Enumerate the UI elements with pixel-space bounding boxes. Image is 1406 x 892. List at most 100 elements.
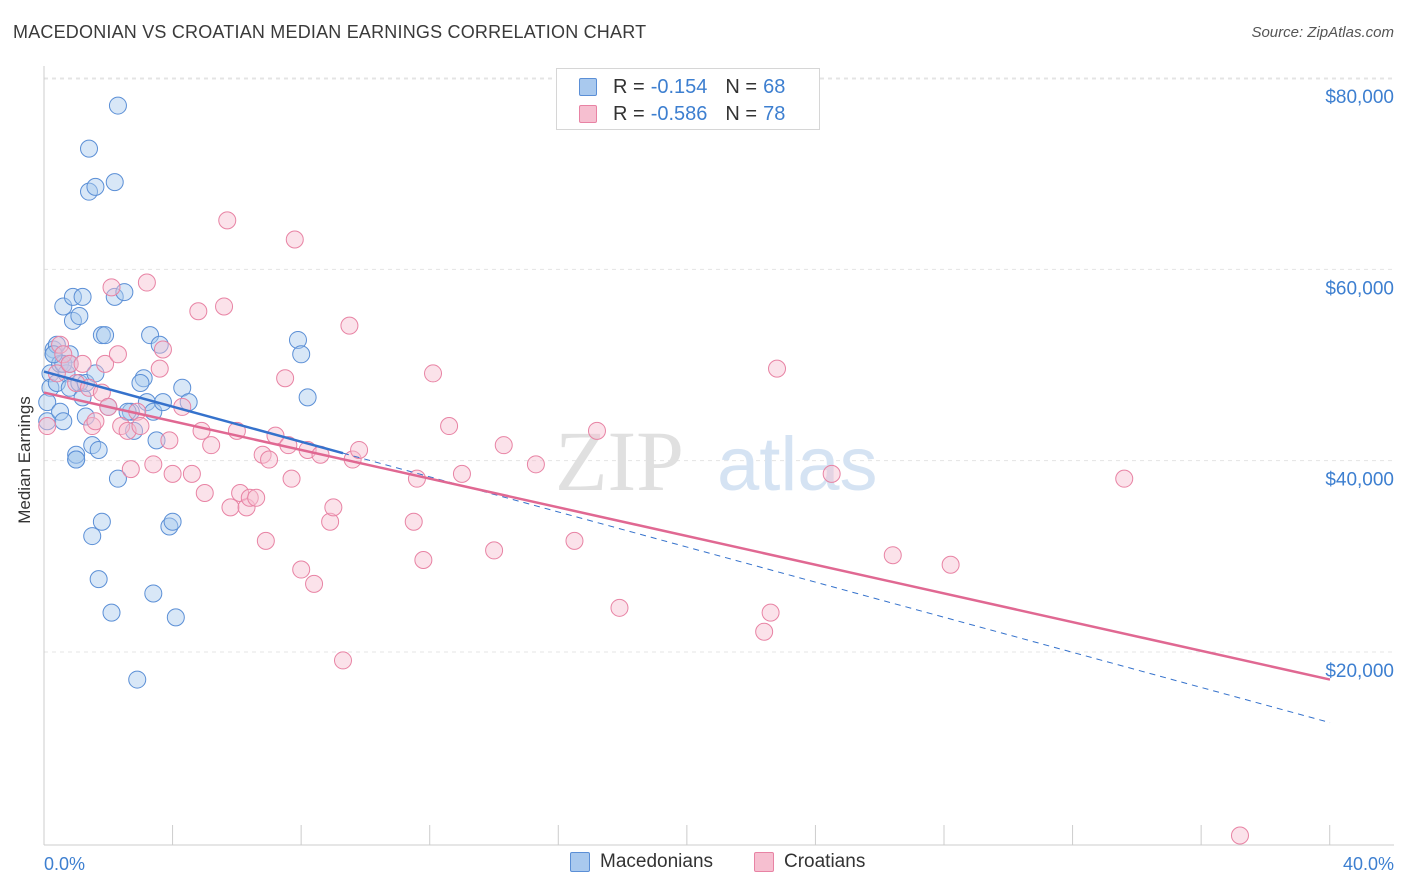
macedonian-point xyxy=(102,603,121,622)
croatian-point xyxy=(822,464,841,483)
x-tick-label: 0.0% xyxy=(44,854,85,874)
croatian-point xyxy=(321,512,340,531)
croatian-point xyxy=(883,546,902,565)
croatian-point xyxy=(941,555,960,574)
y-tick-label: $60,000 xyxy=(1325,278,1394,299)
macedonian-point xyxy=(67,445,86,464)
source-label: Source: ZipAtlas.com xyxy=(1251,24,1394,41)
croatian-point xyxy=(276,369,295,388)
macedonian-point xyxy=(60,345,79,364)
croatian-point xyxy=(610,598,629,617)
y-tick-label: $80,000 xyxy=(1325,87,1394,108)
croatian-point xyxy=(96,354,115,373)
macedonian-point xyxy=(96,326,115,345)
croatian-point xyxy=(247,488,266,507)
macedonian-point xyxy=(131,374,150,392)
macedonian-point xyxy=(89,570,108,589)
croatian-point xyxy=(282,469,301,488)
gridlines xyxy=(44,77,1394,653)
croatian-point xyxy=(150,359,169,378)
macedonian-point xyxy=(86,177,105,196)
croatian-point xyxy=(452,464,471,483)
macedonians-points xyxy=(38,96,317,689)
series-legend: Macedonians Croatians xyxy=(0,851,1406,877)
macedonian-point xyxy=(44,345,63,364)
croatian-point xyxy=(38,417,57,436)
croatian-point xyxy=(256,531,275,550)
macedonian-point xyxy=(128,670,147,689)
macedonian-point xyxy=(38,412,57,431)
y-tick-label: $40,000 xyxy=(1325,470,1394,491)
macedonian-point xyxy=(134,369,153,388)
croatian-point xyxy=(424,364,443,383)
tick-labels: $80,000 $60,000 $40,000 $20,000 0.0% 40.0% xyxy=(44,87,1394,874)
macedonian-point xyxy=(63,287,82,306)
legend-r-value: -0.154 xyxy=(650,75,708,98)
croatian-point xyxy=(494,436,513,455)
croatian-point xyxy=(761,603,780,622)
legend-swatch-macedonians xyxy=(570,852,590,872)
croatian-point xyxy=(195,484,214,503)
legend-n-value: 68 xyxy=(763,75,786,98)
macedonian-point xyxy=(147,431,166,450)
croatian-point xyxy=(587,421,606,440)
macedonian-point xyxy=(150,335,169,354)
macedonian-point xyxy=(54,412,73,431)
legend-row-croatians: R = -0.586 N = 78 xyxy=(579,101,803,127)
croatian-point xyxy=(565,531,584,550)
croatian-point xyxy=(1230,826,1249,845)
croatian-point xyxy=(137,273,156,292)
croatian-point xyxy=(54,345,73,364)
legend-item-macedonians[interactable]: Macedonians xyxy=(570,851,713,873)
croatian-point xyxy=(350,440,369,459)
croatian-point xyxy=(153,340,172,359)
legend-row-macedonians: R = -0.154 N = 68 xyxy=(579,74,803,100)
croatian-point xyxy=(121,460,140,479)
macedonian-point xyxy=(51,402,70,421)
macedonian-point xyxy=(67,450,86,469)
croatian-point xyxy=(182,464,201,483)
x-tick-label: 40.0% xyxy=(1343,854,1394,874)
croatian-point xyxy=(768,359,787,378)
macedonian-point xyxy=(298,388,317,407)
croatian-point xyxy=(73,354,92,373)
croatian-point xyxy=(83,417,102,436)
macedonian-point xyxy=(73,287,92,306)
croatians-trend-line xyxy=(43,391,1331,681)
macedonian-point xyxy=(105,287,124,306)
legend-label-croatians: Croatians xyxy=(784,851,866,872)
legend-n-value: 78 xyxy=(763,102,786,125)
legend-r-label: R = xyxy=(613,102,645,125)
croatian-point xyxy=(1115,469,1134,488)
macedonians-trend-line xyxy=(43,370,344,455)
macedonian-point xyxy=(54,297,73,316)
legend-r-label: R = xyxy=(613,75,645,98)
macedonian-point xyxy=(108,96,127,115)
croatian-point xyxy=(485,541,504,560)
y-axis-label: Median Earnings xyxy=(15,396,34,524)
macedonian-point xyxy=(70,307,89,326)
croatians-points xyxy=(38,211,1249,845)
croatian-point xyxy=(51,335,70,354)
watermark: ZIP atlas xyxy=(555,413,878,509)
croatian-point xyxy=(292,560,311,579)
macedonian-point xyxy=(141,326,160,345)
chart-title: MACEDONIAN VS CROATIAN MEDIAN EARNINGS C… xyxy=(13,22,647,42)
axes xyxy=(43,66,1394,846)
croatian-point xyxy=(163,464,182,483)
macedonian-point xyxy=(92,512,111,531)
macedonian-point xyxy=(83,527,102,546)
croatian-point xyxy=(189,302,208,321)
croatian-point xyxy=(240,488,259,507)
legend-item-croatians[interactable]: Croatians xyxy=(754,851,865,873)
macedonian-point xyxy=(76,407,95,426)
legend-swatch-croatians xyxy=(754,852,774,872)
croatian-point xyxy=(285,230,304,249)
croatian-point xyxy=(526,455,545,474)
croatian-point xyxy=(440,417,459,436)
macedonian-point xyxy=(288,330,307,349)
croatian-point xyxy=(407,469,426,488)
legend-n-label: N = xyxy=(725,75,758,98)
trend-lines xyxy=(43,370,1331,724)
